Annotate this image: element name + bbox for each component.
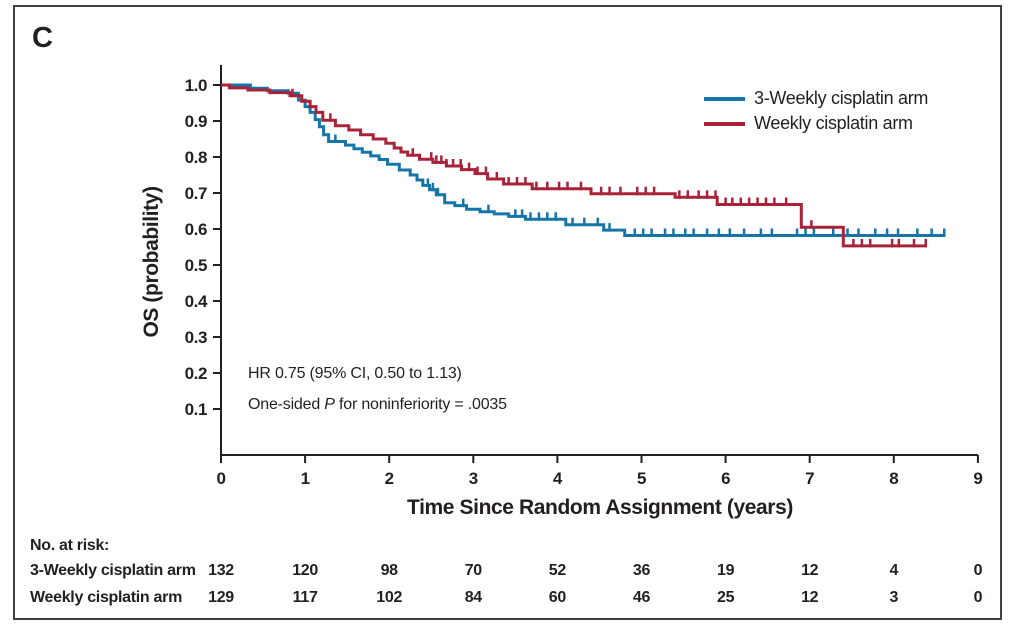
km-curve-weekly [221, 83, 926, 248]
risk-count: 84 [464, 589, 483, 606]
legend-label: 3-Weekly cisplatin arm [754, 88, 929, 108]
y-tick-label: 0.8 [185, 148, 207, 167]
hr-annotation-line: HR 0.75 (95% CI, 0.50 to 1.13) [248, 365, 462, 382]
risk-count: 120 [292, 562, 318, 579]
x-tick-label: 4 [553, 469, 563, 488]
risk-count: 0 [973, 589, 983, 606]
pvalue-text-suffix: for noninferiority = .0035 [334, 396, 507, 413]
legend-item-weekly: Weekly cisplatin arm [704, 111, 928, 136]
pvalue-italic-p: P [324, 396, 335, 413]
y-tick-label: 0.6 [185, 220, 207, 239]
risk-row-label: 3-Weekly cisplatin arm [30, 562, 196, 579]
risk-count: 36 [632, 562, 651, 579]
risk-count: 60 [548, 589, 567, 606]
risk-table-header: No. at risk: [30, 537, 110, 554]
x-tick-label: 3 [469, 469, 478, 488]
legend-line-swatch-red [704, 121, 745, 126]
risk-count: 0 [973, 562, 983, 579]
risk-count: 3 [889, 589, 899, 606]
panel-label: C [32, 22, 53, 54]
y-tick-label: 0.1 [185, 400, 207, 419]
risk-row-label: Weekly cisplatin arm [30, 589, 183, 606]
x-tick-label: 1 [301, 469, 310, 488]
y-tick-label: 0.3 [185, 328, 207, 347]
risk-count: 46 [632, 589, 651, 606]
x-axis-title: Time Since Random Assignment (years) [407, 496, 793, 519]
risk-count: 132 [208, 562, 234, 579]
x-tick-label: 6 [721, 469, 730, 488]
risk-count: 102 [376, 589, 403, 606]
legend-line-swatch-blue [704, 96, 745, 101]
stats-annotation: HR 0.75 (95% CI, 0.50 to 1.13) One-sided… [248, 358, 507, 420]
risk-count: 117 [292, 589, 318, 606]
pvalue-text-prefix: One-sided [248, 396, 325, 413]
x-tick-label: 5 [637, 469, 646, 488]
risk-count: 98 [380, 562, 399, 579]
y-tick-label: 0.4 [185, 292, 208, 311]
risk-count: 25 [716, 589, 735, 606]
y-tick-label: 0.9 [185, 112, 207, 131]
x-tick-label: 8 [889, 469, 898, 488]
panel-border [13, 5, 1002, 620]
risk-count: 129 [208, 589, 234, 606]
y-tick-label: 0.5 [185, 256, 207, 275]
x-tick-label: 2 [385, 469, 394, 488]
y-tick-label: 0.2 [185, 364, 207, 383]
x-tick-label: 0 [216, 469, 225, 488]
risk-count: 12 [801, 562, 819, 579]
risk-count: 4 [889, 562, 899, 579]
risk-count: 12 [801, 589, 819, 606]
x-tick-label: 9 [973, 469, 982, 488]
risk-count: 52 [548, 562, 567, 579]
pvalue-annotation-line: One-sided P for noninferiority = .0035 [248, 389, 507, 420]
risk-count: 19 [716, 562, 735, 579]
risk-count: 70 [464, 562, 483, 579]
legend-item-3weekly: 3-Weekly cisplatin arm [704, 86, 928, 111]
legend-label: Weekly cisplatin arm [754, 113, 913, 133]
y-tick-label: 1.0 [185, 76, 207, 95]
legend: 3-Weekly cisplatin arm Weekly cisplatin … [704, 86, 928, 136]
x-tick-label: 7 [805, 469, 814, 488]
y-tick-label: 0.7 [185, 184, 207, 203]
